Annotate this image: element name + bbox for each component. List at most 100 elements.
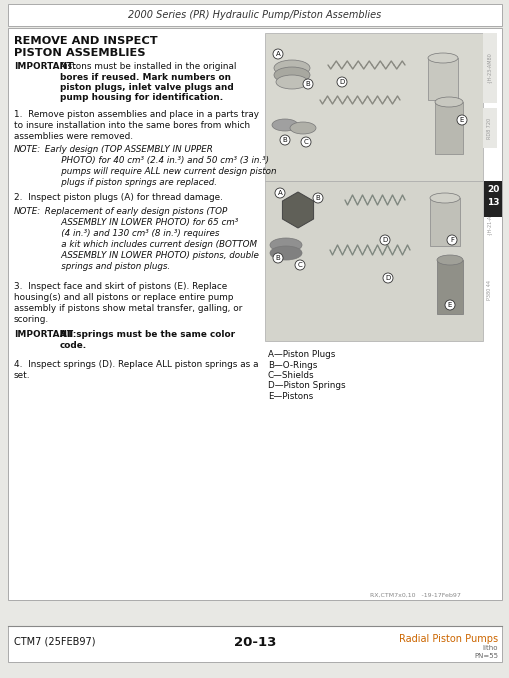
Text: REMOVE AND INSPECT: REMOVE AND INSPECT [14,36,157,46]
Text: F: F [449,237,453,243]
Text: 1.  Remove piston assemblies and place in a parts tray: 1. Remove piston assemblies and place in… [14,110,259,119]
Circle shape [294,260,304,270]
Text: D: D [338,79,344,85]
Text: 20-13: 20-13 [233,636,276,649]
Text: pumps will require ALL new current design piston: pumps will require ALL new current desig… [42,167,276,176]
Text: ASSEMBLY IN LOWER PHOTO) pistons, double: ASSEMBLY IN LOWER PHOTO) pistons, double [42,251,259,260]
Bar [8,28,501,600]
Bar [265,181,482,341]
Ellipse shape [275,75,307,89]
Ellipse shape [290,122,316,134]
Text: 20: 20 [486,185,498,194]
Circle shape [336,77,346,87]
Bar [434,102,462,154]
Text: a kit which includes current design (BOTTOM: a kit which includes current design (BOT… [42,240,257,249]
Text: -JH-23-AM80: -JH-23-AM80 [487,53,492,83]
Text: Early design (TOP ASSEMBLY IN UPPER: Early design (TOP ASSEMBLY IN UPPER [42,145,212,154]
Bar [429,198,459,246]
Text: B: B [305,81,310,87]
Text: B: B [282,137,287,143]
Circle shape [272,253,282,263]
Text: D—Piston Springs: D—Piston Springs [267,382,345,391]
Text: E—Pistons: E—Pistons [267,392,313,401]
Circle shape [274,188,285,198]
Ellipse shape [429,193,459,203]
Bar [482,108,496,148]
Text: litho: litho [482,645,497,651]
Ellipse shape [273,60,309,76]
Ellipse shape [436,255,462,265]
Bar [265,33,482,181]
Text: to insure installation into the same bores from which: to insure installation into the same bor… [14,121,249,130]
Text: ASSEMBLY IN LOWER PHOTO) for 65 cm³: ASSEMBLY IN LOWER PHOTO) for 65 cm³ [42,218,238,227]
Text: bores if reused. Mark numbers on: bores if reused. Mark numbers on [60,73,231,81]
Ellipse shape [434,97,462,107]
Text: Pistons must be installed in the original: Pistons must be installed in the origina… [60,62,236,71]
Text: PN=55: PN=55 [473,653,497,659]
Circle shape [379,235,389,245]
Text: 2.  Inspect piston plugs (A) for thread damage.: 2. Inspect piston plugs (A) for thread d… [14,193,222,202]
Text: D: D [382,237,387,243]
Text: CTM7 (25FEB97): CTM7 (25FEB97) [14,636,95,646]
Text: B—O-Rings: B—O-Rings [267,361,317,370]
Bar [436,260,462,314]
Bar [8,626,501,662]
Text: plugs if piston springs are replaced.: plugs if piston springs are replaced. [42,178,216,187]
Text: All springs must be the same color: All springs must be the same color [60,330,235,339]
Ellipse shape [427,53,457,63]
Text: IMPORTANT:: IMPORTANT: [14,330,76,339]
Text: -JH-21-AN80: -JH-21-AN80 [487,205,492,235]
Text: C: C [297,262,302,268]
Circle shape [272,49,282,59]
Text: B: B [275,255,280,261]
Text: A: A [275,51,280,57]
Bar [482,33,496,103]
Text: P380 44: P380 44 [487,280,492,300]
Text: C: C [303,139,308,145]
Circle shape [300,137,310,147]
Ellipse shape [269,238,301,252]
Circle shape [302,79,313,89]
Text: PHOTO) for 40 cm³ (2.4 in.³) and 50 cm³ (3 in.³): PHOTO) for 40 cm³ (2.4 in.³) and 50 cm³ … [42,156,268,165]
Circle shape [279,135,290,145]
Text: piston plugs, inlet valve plugs and: piston plugs, inlet valve plugs and [60,83,233,92]
Text: D: D [385,275,390,281]
Text: code.: code. [60,341,87,350]
Text: 2000 Series (PR) Hydraulic Pump/Piston Assemblies: 2000 Series (PR) Hydraulic Pump/Piston A… [128,10,381,20]
Text: A—Piston Plugs: A—Piston Plugs [267,350,335,359]
Bar [483,181,501,217]
Text: housing(s) and all pistons or replace entire pump: housing(s) and all pistons or replace en… [14,293,233,302]
Text: NOTE:: NOTE: [14,145,41,154]
Bar [427,58,457,100]
Text: assemblies were removed.: assemblies were removed. [14,132,133,141]
Text: 3.  Inspect face and skirt of pistons (E). Replace: 3. Inspect face and skirt of pistons (E)… [14,282,227,291]
Text: springs and piston plugs.: springs and piston plugs. [42,262,170,271]
Text: RD8 720: RD8 720 [487,117,492,138]
Circle shape [444,300,454,310]
Text: C—Shields: C—Shields [267,371,314,380]
Text: Radial Piston Pumps: Radial Piston Pumps [398,634,497,644]
Text: scoring.: scoring. [14,315,49,324]
Text: assembly if pistons show metal transfer, galling, or: assembly if pistons show metal transfer,… [14,304,242,313]
Text: NOTE:: NOTE: [14,207,41,216]
Ellipse shape [273,67,309,83]
Text: B: B [315,195,320,201]
Text: 4.  Inspect springs (D). Replace ALL piston springs as a: 4. Inspect springs (D). Replace ALL pist… [14,360,258,369]
Text: IMPORTANT:: IMPORTANT: [14,62,76,71]
Circle shape [456,115,466,125]
Circle shape [446,235,456,245]
Circle shape [382,273,392,283]
Text: PISTON ASSEMBLIES: PISTON ASSEMBLIES [14,48,145,58]
Circle shape [313,193,322,203]
Text: (4 in.³) and 130 cm³ (8 in.³) requires: (4 in.³) and 130 cm³ (8 in.³) requires [42,229,219,238]
Text: set.: set. [14,371,31,380]
Text: 13: 13 [486,198,498,207]
Text: Replacement of early design pistons (TOP: Replacement of early design pistons (TOP [42,207,227,216]
Bar [0,604,509,678]
Ellipse shape [269,246,301,260]
Bar [8,4,501,26]
Text: pump housing for identification.: pump housing for identification. [60,94,223,102]
Text: RX,CTM7x0,10   -19-17Feb97: RX,CTM7x0,10 -19-17Feb97 [369,593,460,598]
Text: E: E [447,302,451,308]
Ellipse shape [271,119,297,131]
